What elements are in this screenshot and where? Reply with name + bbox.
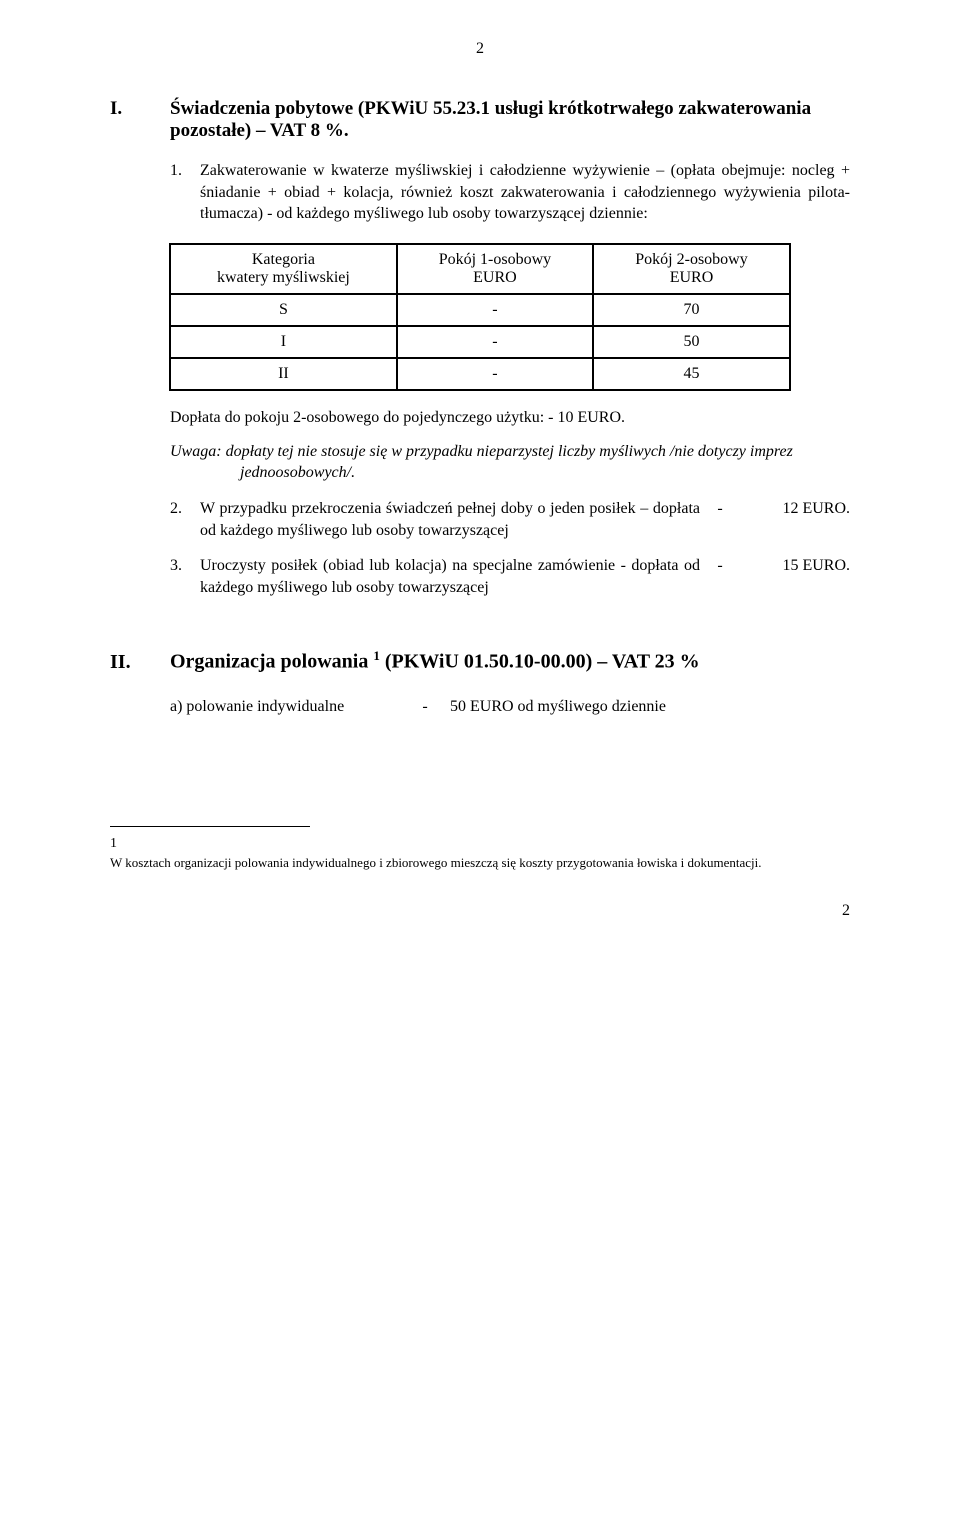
category-table: Kategoria kwatery myśliwskiej Pokój 1-os… bbox=[169, 243, 791, 391]
cell-category: I bbox=[170, 326, 396, 358]
item-3-text: Uroczysty posiłek (obiad lub kolacja) na… bbox=[200, 555, 700, 598]
surcharge-line: Dopłata do pokoju 2-osobowego do pojedyn… bbox=[170, 409, 850, 427]
item-2-body: W przypadku przekroczenia świadczeń pełn… bbox=[200, 498, 850, 541]
note-label: Uwaga: bbox=[170, 443, 226, 460]
section-i-number: I. bbox=[110, 98, 170, 142]
th-double-room: Pokój 2-osobowy EURO bbox=[593, 244, 790, 294]
sub-a-label: a) polowanie indywidualne bbox=[170, 698, 400, 716]
sub-a-dash: - bbox=[400, 698, 450, 716]
item-2-text: W przypadku przekroczenia świadczeń pełn… bbox=[200, 498, 700, 541]
sub-a-value: 50 EURO od myśliwego dziennie bbox=[450, 698, 666, 716]
table-row: S - 70 bbox=[170, 294, 790, 326]
item-2-value: 12 EURO. bbox=[740, 498, 850, 541]
cell-category: II bbox=[170, 358, 396, 390]
title-suffix: (PKWiU 01.50.10-00.00) – VAT 23 % bbox=[380, 651, 700, 673]
sub-item-a: a) polowanie indywidualne - 50 EURO od m… bbox=[170, 698, 850, 716]
item-3-value: 15 EURO. bbox=[740, 555, 850, 598]
page: 2 I. Świadczenia pobytowe (PKWiU 55.23.1… bbox=[0, 0, 960, 960]
section-ii-number: II. bbox=[110, 651, 170, 674]
cell-single: - bbox=[397, 326, 594, 358]
cell-category: S bbox=[170, 294, 396, 326]
table-header-row: Kategoria kwatery myśliwskiej Pokój 1-os… bbox=[170, 244, 790, 294]
table-row: I - 50 bbox=[170, 326, 790, 358]
th-category: Kategoria kwatery myśliwskiej bbox=[170, 244, 396, 294]
item-1: 1. Zakwaterowanie w kwaterze myśliwskiej… bbox=[170, 160, 850, 225]
cell-double: 70 bbox=[593, 294, 790, 326]
cell-single: - bbox=[397, 358, 594, 390]
footnote-separator bbox=[110, 826, 310, 827]
section-ii-title: Organizacja polowania 1 (PKWiU 01.50.10-… bbox=[170, 648, 700, 674]
item-2-number: 2. bbox=[170, 498, 200, 541]
section-i-heading: Świadczenia pobytowe (PKWiU 55.23.1 usłu… bbox=[170, 98, 850, 142]
section-i-header: I. Świadczenia pobytowe (PKWiU 55.23.1 u… bbox=[110, 98, 850, 142]
footnote: 1 W kosztach organizacji polowania indyw… bbox=[110, 835, 850, 872]
footnote-text: W kosztach organizacji polowania indywid… bbox=[110, 855, 762, 870]
page-number-bottom: 2 bbox=[110, 902, 850, 920]
item-2-dash: - bbox=[700, 498, 740, 541]
item-1-number: 1. bbox=[170, 160, 200, 225]
th-single-room: Pokój 1-osobowy EURO bbox=[397, 244, 594, 294]
section-ii-header: II. Organizacja polowania 1 (PKWiU 01.50… bbox=[110, 648, 850, 674]
footnote-number: 1 bbox=[110, 835, 850, 853]
cell-single: - bbox=[397, 294, 594, 326]
page-number-top: 2 bbox=[110, 40, 850, 58]
item-1-text: Zakwaterowanie w kwaterze myśliwskiej i … bbox=[200, 160, 850, 225]
item-3-dash: - bbox=[700, 555, 740, 598]
note-block: Uwaga: dopłaty tej nie stosuje się w prz… bbox=[170, 441, 850, 484]
note-body: dopłaty tej nie stosuje się w przypadku … bbox=[226, 443, 793, 482]
cell-double: 45 bbox=[593, 358, 790, 390]
item-2: 2. W przypadku przekroczenia świadczeń p… bbox=[170, 498, 850, 541]
cell-double: 50 bbox=[593, 326, 790, 358]
item-3-number: 3. bbox=[170, 555, 200, 598]
item-3-body: Uroczysty posiłek (obiad lub kolacja) na… bbox=[200, 555, 850, 598]
table-row: II - 45 bbox=[170, 358, 790, 390]
title-prefix: Organizacja polowania bbox=[170, 651, 373, 673]
surcharge-text: Dopłata do pokoju 2-osobowego do pojedyn… bbox=[170, 409, 625, 426]
item-3: 3. Uroczysty posiłek (obiad lub kolacja)… bbox=[170, 555, 850, 598]
